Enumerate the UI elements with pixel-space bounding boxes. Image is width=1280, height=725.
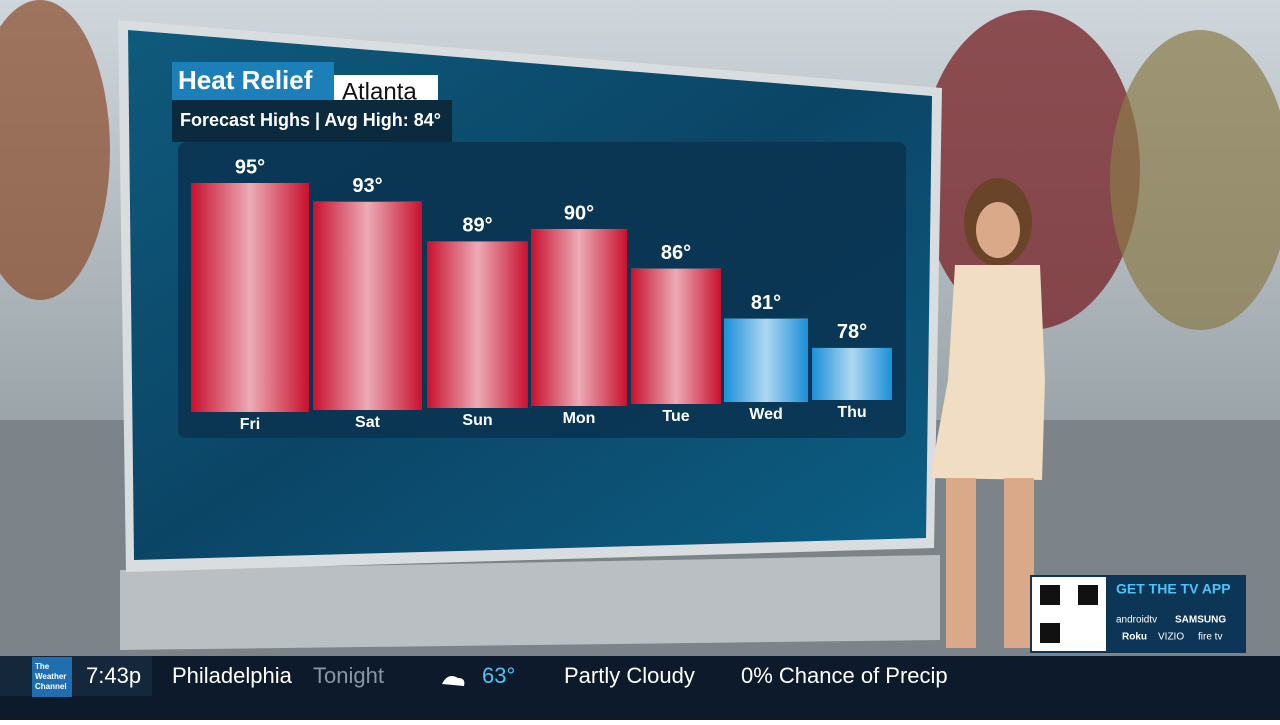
presenter-dress [930, 265, 1045, 480]
promo-title: GET THE TV APP [1116, 581, 1231, 597]
value-label: 95° [235, 156, 265, 178]
x-tick-label: Sat [355, 414, 381, 431]
ticker-time: 7:43p [86, 663, 141, 688]
platform: androidtv [1116, 615, 1157, 626]
presenter-leg [946, 478, 976, 648]
ticker-temperature: 63° [482, 663, 515, 688]
chart-title: Heat Relief [178, 65, 313, 95]
logo-text: Weather [35, 672, 66, 681]
platform: SAMSUNG [1175, 615, 1226, 626]
logo-text: The [35, 662, 50, 671]
qr-block [1040, 623, 1060, 643]
subtitle-box [172, 100, 452, 142]
board-stand [120, 555, 940, 650]
logo-box [32, 657, 72, 697]
bar [724, 318, 808, 402]
bar [631, 268, 721, 404]
x-tick-label: Thu [837, 404, 866, 421]
platform: Roku [1122, 632, 1147, 643]
bar [191, 183, 309, 412]
qr-block [1040, 585, 1060, 605]
platform: VIZIO [1158, 632, 1184, 643]
x-tick-label: Sun [462, 412, 492, 429]
bar [812, 347, 892, 400]
platform: fire tv [1198, 632, 1222, 643]
bar [531, 229, 627, 406]
tree [0, 0, 110, 300]
ticker-bar [0, 656, 1280, 720]
ticker-time-box [0, 656, 152, 696]
x-tick-label: Mon [563, 410, 596, 427]
tree [1110, 30, 1280, 330]
x-tick-label: Tue [662, 408, 689, 425]
title-box [172, 62, 334, 100]
ticker-precip: 0% Chance of Precip [741, 663, 948, 688]
bar [313, 201, 422, 410]
bar [427, 241, 528, 408]
value-label: 93° [352, 175, 382, 197]
qr-block [1078, 585, 1098, 605]
ticker-condition: Partly Cloudy [564, 663, 695, 688]
x-tick-label: Wed [749, 406, 782, 423]
presenter-leg [1004, 478, 1034, 648]
presenter-face [976, 202, 1020, 258]
value-label: 78° [837, 321, 867, 343]
value-label: 90° [564, 202, 594, 224]
weather-icon [442, 676, 465, 686]
x-tick-label: Fri [240, 416, 260, 433]
value-label: 89° [462, 215, 492, 237]
value-label: 86° [661, 242, 691, 264]
ticker-period: Tonight [313, 663, 384, 688]
logo-text: Channel [35, 682, 67, 691]
bar-group: 95° Fri 93° Sat 89° Sun 90° Mon 86° Tue 81° Wed 78° T… [191, 156, 892, 433]
chart-subtitle: Forecast Highs | Avg High: 84° [180, 110, 441, 130]
value-label: 81° [751, 292, 781, 314]
ticker-city: Philadelphia [172, 663, 293, 688]
